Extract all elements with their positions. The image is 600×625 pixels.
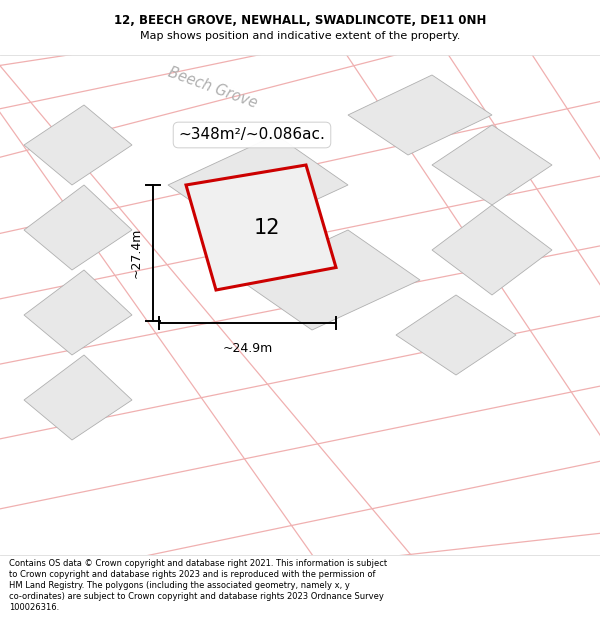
- Polygon shape: [24, 105, 132, 185]
- Polygon shape: [396, 295, 516, 375]
- Text: ~24.9m: ~24.9m: [223, 341, 272, 354]
- Text: ~348m²/~0.086ac.: ~348m²/~0.086ac.: [179, 127, 325, 142]
- Polygon shape: [432, 125, 552, 205]
- Text: ~27.4m: ~27.4m: [129, 228, 142, 278]
- Polygon shape: [24, 270, 132, 355]
- Polygon shape: [24, 185, 132, 270]
- Polygon shape: [348, 75, 492, 155]
- Text: 12: 12: [254, 217, 280, 238]
- Polygon shape: [240, 230, 420, 330]
- Polygon shape: [24, 355, 132, 440]
- Text: Map shows position and indicative extent of the property.: Map shows position and indicative extent…: [140, 31, 460, 41]
- Text: 12, BEECH GROVE, NEWHALL, SWADLINCOTE, DE11 0NH: 12, BEECH GROVE, NEWHALL, SWADLINCOTE, D…: [114, 14, 486, 27]
- Polygon shape: [168, 135, 348, 235]
- Polygon shape: [432, 205, 552, 295]
- Text: Contains OS data © Crown copyright and database right 2021. This information is : Contains OS data © Crown copyright and d…: [9, 559, 387, 612]
- Polygon shape: [186, 165, 336, 290]
- Text: Beech Grove: Beech Grove: [166, 64, 260, 111]
